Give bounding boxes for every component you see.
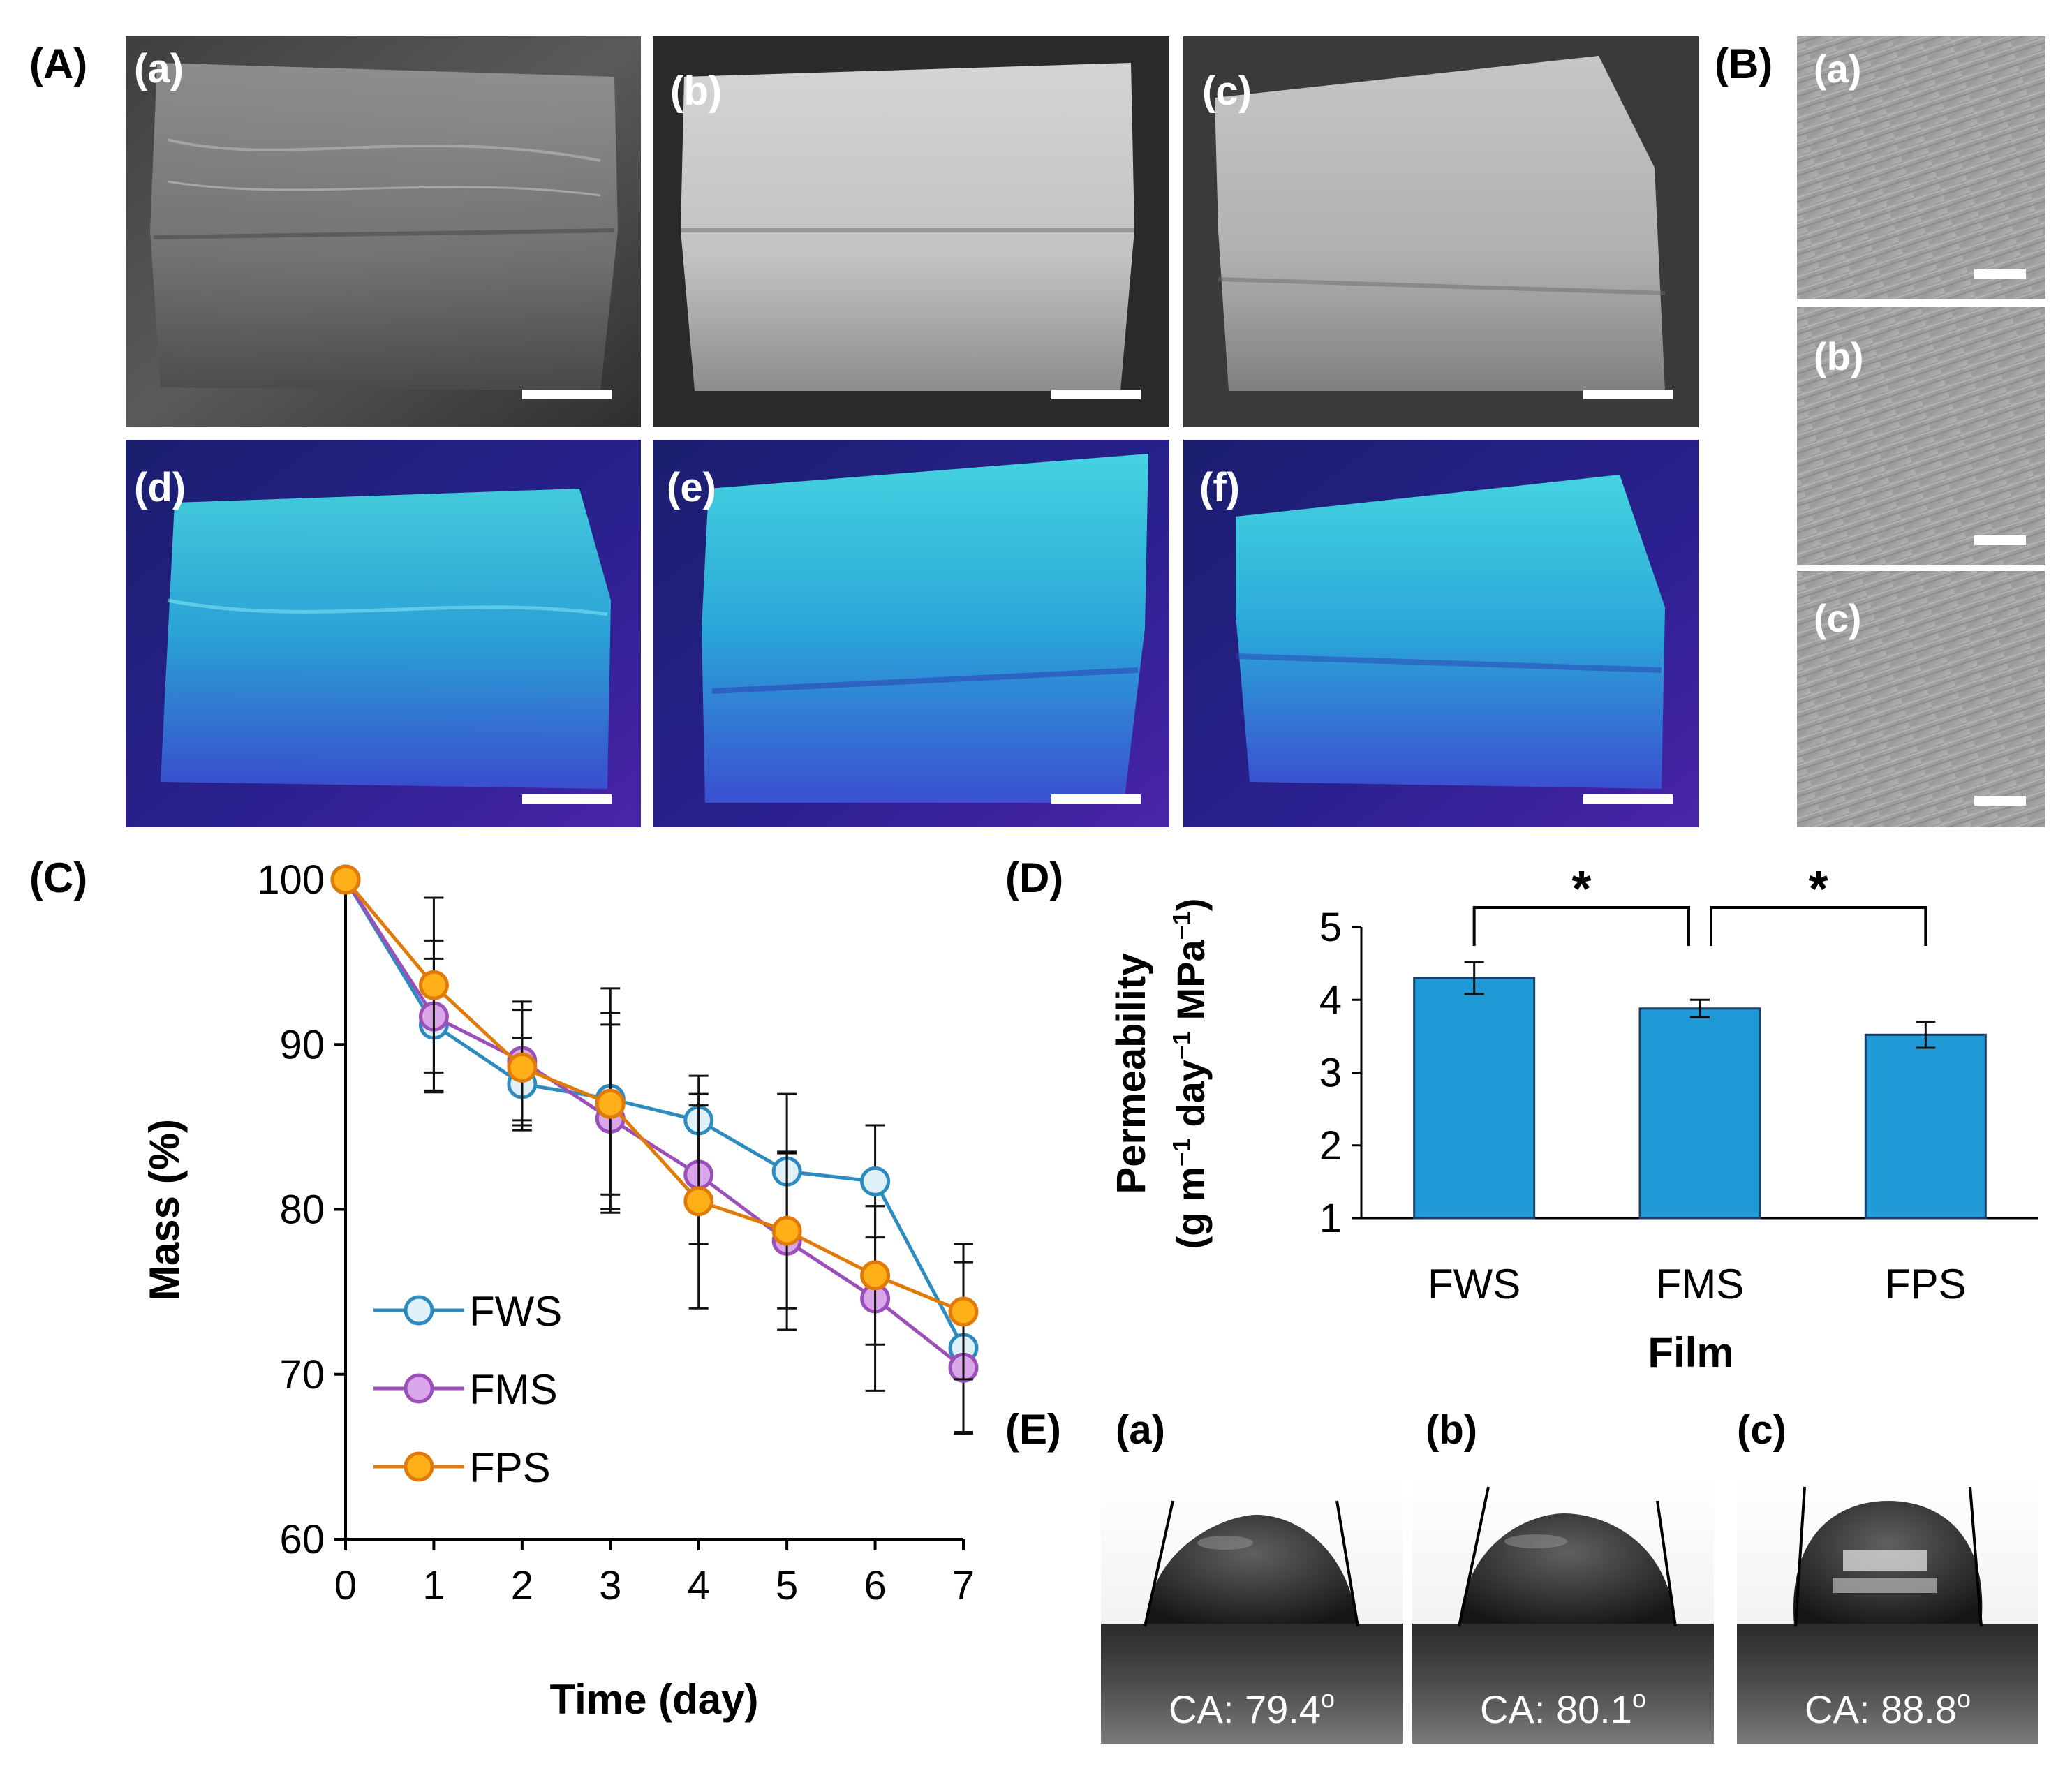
data-point xyxy=(418,970,449,1000)
x-tick-label: 3 xyxy=(599,1563,621,1608)
panel-label-d: (D) xyxy=(1005,854,1063,901)
data-point xyxy=(948,1296,979,1327)
photo-label: (c) xyxy=(1202,68,1252,114)
significance-star: * xyxy=(1571,861,1591,917)
scale-bar xyxy=(1583,390,1673,399)
scale-bar xyxy=(1051,390,1141,399)
y-tick-label: 90 xyxy=(279,1022,325,1067)
y-tick-label: 60 xyxy=(279,1517,325,1562)
scale-bar xyxy=(1051,794,1141,804)
y-tick-label: 5 xyxy=(1319,905,1342,950)
x-tick-label: 2 xyxy=(511,1563,533,1608)
permeability-chart: 1 2 3 4 5 FWS FMS FPS * * Permeability (g m−1 d… xyxy=(1109,861,2038,1376)
x-tick-label: 7 xyxy=(952,1563,975,1608)
significance-bracket xyxy=(1472,906,1690,946)
sem-label: (c) xyxy=(1814,596,1861,640)
x-axis-title: Film xyxy=(1648,1329,1733,1376)
y-tick-label: 2 xyxy=(1319,1123,1342,1169)
series-fms xyxy=(330,864,979,1433)
photo-a: (a) xyxy=(126,36,641,427)
data-point xyxy=(683,1186,714,1217)
legend-marker xyxy=(404,1373,434,1404)
legend-label: FMS xyxy=(469,1366,558,1413)
ca-value: CA: 80.1o xyxy=(1480,1684,1646,1731)
photo-d: (d) xyxy=(126,440,641,827)
legend-label: FPS xyxy=(469,1444,551,1491)
significance-bracket xyxy=(1710,906,1927,946)
sem-label: (b) xyxy=(1814,334,1864,378)
legend-marker xyxy=(404,1295,434,1326)
photo-label: (d) xyxy=(134,465,186,510)
x-tick-label: 4 xyxy=(688,1563,710,1608)
panel-label-c: (C) xyxy=(29,854,87,901)
y-tick-label: 4 xyxy=(1319,977,1342,1023)
x-tick-label: FMS xyxy=(1656,1261,1745,1307)
legend-marker xyxy=(404,1451,434,1482)
y-axis-title-line1: Permeability xyxy=(1109,954,1154,1194)
photo-label: (e) xyxy=(667,465,716,510)
y-tick-label: 1 xyxy=(1319,1196,1342,1241)
ca-value: CA: 79.4o xyxy=(1169,1684,1335,1731)
data-point xyxy=(860,1166,891,1196)
sem-b: (b) xyxy=(1797,307,2045,565)
photo-c: (c) xyxy=(1183,36,1699,427)
scale-bar xyxy=(1583,794,1673,804)
panel-label-a: (A) xyxy=(29,40,87,87)
data-point xyxy=(507,1052,538,1083)
panel-label-e: (E) xyxy=(1005,1406,1061,1453)
x-tick-label: 5 xyxy=(776,1563,798,1608)
legend: FWS FMS FPS xyxy=(373,1288,562,1491)
sem-label: (a) xyxy=(1814,47,1861,91)
ca-image-c: CA: 88.8o xyxy=(1737,1479,2038,1744)
ca-image-b: CA: 80.1o xyxy=(1412,1479,1714,1744)
y-tick-label: 100 xyxy=(257,857,325,903)
photo-b: (b) xyxy=(653,36,1169,427)
photo-label: (b) xyxy=(670,68,722,114)
x-tick-label: 6 xyxy=(864,1563,886,1608)
x-tick-label: 1 xyxy=(422,1563,445,1608)
series-line xyxy=(343,878,965,1370)
scale-bar xyxy=(522,390,612,399)
y-tick-label: 80 xyxy=(279,1187,325,1233)
data-point xyxy=(330,864,361,895)
sem-a: (a) xyxy=(1797,36,2045,299)
scale-bar xyxy=(522,794,612,804)
data-point xyxy=(860,1260,891,1291)
series-fps xyxy=(330,864,979,1381)
photo-label: (a) xyxy=(134,46,184,91)
significance-star: * xyxy=(1809,861,1828,917)
bar-fms xyxy=(1638,1007,1761,1220)
photo-e: (e) xyxy=(653,440,1169,827)
photo-label: (f) xyxy=(1199,465,1240,510)
y-tick-label: 3 xyxy=(1319,1051,1342,1096)
data-point xyxy=(771,1215,802,1246)
y-axis-title: Mass (%) xyxy=(141,1119,188,1301)
bar-fps xyxy=(1864,1033,1987,1220)
sem-c: (c) xyxy=(1797,571,2045,827)
y-tick-label: 70 xyxy=(279,1352,325,1398)
x-tick-label: FPS xyxy=(1885,1261,1967,1307)
ca-label: (a) xyxy=(1116,1407,1165,1453)
data-point xyxy=(595,1088,626,1119)
series-line xyxy=(344,878,964,1314)
ca-image-a: CA: 79.4o xyxy=(1101,1479,1403,1744)
x-tick-label: FWS xyxy=(1428,1261,1520,1307)
ca-value: CA: 88.8o xyxy=(1805,1684,1971,1731)
photo-f: (f) xyxy=(1183,440,1699,827)
y-axis-title-line2: (g m−1 day−1 MPa−1) xyxy=(1167,898,1213,1250)
bar-fws xyxy=(1413,977,1536,1220)
legend-label: FWS xyxy=(469,1288,562,1335)
ca-label: (c) xyxy=(1737,1407,1786,1453)
panel-label-b: (B) xyxy=(1715,40,1773,87)
x-tick-label: 0 xyxy=(334,1563,357,1608)
ca-label: (b) xyxy=(1426,1407,1477,1453)
x-axis-title: Time (day) xyxy=(550,1676,759,1723)
